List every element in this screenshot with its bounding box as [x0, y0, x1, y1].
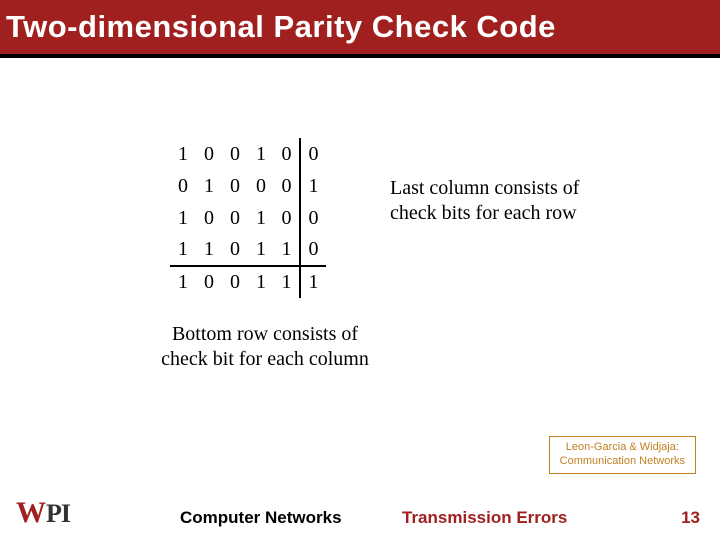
- caption-line: check bit for each column: [161, 348, 369, 370]
- table-cell: 1: [248, 234, 274, 266]
- table-cell: 0: [196, 138, 222, 170]
- table-cell: 1: [248, 202, 274, 234]
- logo-w-letter: W: [16, 496, 46, 530]
- table-cell: 1: [170, 138, 196, 170]
- attribution-box: Leon-Garcia & Widjaja: Communication Net…: [549, 436, 696, 474]
- table-cell: 0: [222, 138, 248, 170]
- table-cell: 0: [222, 266, 248, 298]
- content-area: 100100010001100100110110100111 Last colu…: [0, 58, 720, 478]
- table-cell: 1: [248, 138, 274, 170]
- footer-course: Computer Networks: [180, 508, 342, 528]
- table-cell: 0: [222, 234, 248, 266]
- table-cell: 0: [274, 170, 300, 202]
- slide-title: Two-dimensional Parity Check Code: [6, 9, 556, 45]
- table-cell: 0: [196, 266, 222, 298]
- table-cell: 0: [300, 138, 326, 170]
- table-cell: 0: [222, 170, 248, 202]
- table-cell: 0: [274, 138, 300, 170]
- table-cell: 0: [300, 234, 326, 266]
- row-parity-caption: Last column consists of check bits for e…: [390, 176, 579, 226]
- table-cell: 0: [196, 202, 222, 234]
- table-row: 010001: [170, 170, 326, 202]
- table-cell: 1: [170, 266, 196, 298]
- table-cell: 1: [274, 234, 300, 266]
- table-row: 100111: [170, 266, 326, 298]
- caption-line: Last column consists of: [390, 177, 579, 199]
- column-parity-caption: Bottom row consists of check bit for eac…: [150, 322, 380, 372]
- attribution-line: Communication Networks: [560, 455, 685, 467]
- table-cell: 0: [248, 170, 274, 202]
- table-cell: 1: [300, 266, 326, 298]
- table-cell: 0: [274, 202, 300, 234]
- table-row: 100100: [170, 202, 326, 234]
- table-cell: 1: [248, 266, 274, 298]
- table-cell: 0: [170, 170, 196, 202]
- table-cell: 0: [222, 202, 248, 234]
- table-cell: 0: [300, 202, 326, 234]
- table-cell: 1: [274, 266, 300, 298]
- table-cell: 1: [300, 170, 326, 202]
- title-bar: Two-dimensional Parity Check Code: [0, 0, 720, 58]
- table-row: 110110: [170, 234, 326, 266]
- footer-topic: Transmission Errors: [402, 508, 567, 528]
- table-cell: 1: [170, 234, 196, 266]
- title-bar-inner: Two-dimensional Parity Check Code: [0, 0, 720, 54]
- footer: WPI Computer Networks Transmission Error…: [0, 492, 720, 540]
- page-number: 13: [681, 508, 700, 528]
- table-row: 100100: [170, 138, 326, 170]
- table-cell: 1: [170, 202, 196, 234]
- table-cell: 1: [196, 170, 222, 202]
- caption-line: check bits for each row: [390, 202, 577, 224]
- wpi-logo: WPI: [16, 496, 70, 530]
- table-cell: 1: [196, 234, 222, 266]
- parity-table: 100100010001100100110110100111: [170, 138, 326, 298]
- caption-line: Bottom row consists of: [172, 323, 358, 345]
- logo-pi-letters: PI: [46, 499, 70, 529]
- attribution-line: Leon-Garcia & Widjaja:: [566, 441, 679, 453]
